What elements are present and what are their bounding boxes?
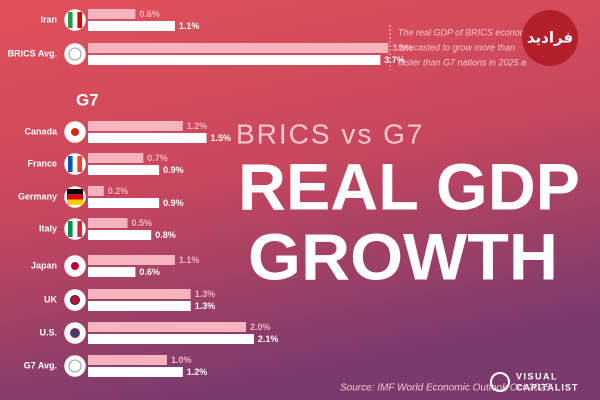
category-label: Canada [24, 126, 58, 136]
flag-mark [70, 328, 80, 338]
value-label: 0.9% [163, 198, 184, 208]
bar [88, 367, 183, 377]
flag-stripe [67, 199, 83, 205]
bar [88, 355, 167, 365]
group-heading: G7 [76, 90, 99, 109]
flag-stripe [77, 156, 83, 172]
value-label: 1.3% [195, 289, 216, 299]
note: The real GDP of BRICS economi forecasted… [398, 27, 530, 67]
bar [88, 230, 152, 240]
flag-stripe [67, 194, 83, 200]
value-label: 0.2% [108, 186, 129, 196]
flag-stripe [68, 12, 73, 28]
bar [88, 322, 246, 332]
bar [88, 9, 136, 19]
value-label: 0.9% [163, 165, 184, 175]
value-label: 0.6% [139, 267, 160, 277]
category-label: Japan [31, 260, 57, 270]
watermark: فرادید [527, 29, 573, 47]
bar [88, 289, 191, 299]
bar [88, 186, 104, 196]
flag-stripe [72, 156, 78, 172]
flag-stripe [68, 156, 73, 172]
value-label: 1.1% [179, 21, 200, 31]
flag-stripe [77, 12, 83, 28]
title-line: REAL GDP [238, 149, 580, 223]
flag-stripe [67, 189, 83, 195]
category-label: U.S. [39, 327, 57, 337]
bar [88, 334, 254, 344]
bar [88, 198, 160, 208]
bar [88, 267, 136, 277]
subtitle: BRICS vs G7 [236, 118, 424, 149]
brand: VISUAL [516, 371, 558, 381]
value-label: 1.0% [171, 355, 192, 365]
flag-stripe [72, 12, 78, 28]
category-label: BRICS Avg. [8, 48, 57, 58]
category-label: UK [44, 294, 57, 304]
value-label: 0.5% [132, 218, 153, 228]
note-line: faster than G7 nations in 2025 a [398, 57, 526, 67]
flag-mark [68, 359, 82, 373]
category-label: Italy [39, 223, 57, 233]
value-label: 1.5% [211, 133, 232, 143]
note-line: The real GDP of BRICS economi [398, 27, 530, 37]
bar [88, 133, 207, 143]
value-label: 3.8% [392, 43, 413, 53]
value-label: 0.8% [155, 230, 176, 240]
bar-chart: Iran 0.6% 1.1% BRICS Avg. 3.8% 3.7% Canada 1.2%… [8, 9, 413, 377]
bar [88, 153, 144, 163]
flag-mark [70, 261, 80, 271]
watermark-badge [522, 10, 578, 66]
bar [88, 255, 175, 265]
brand: CAPITALIST [516, 382, 578, 392]
bar [88, 165, 160, 175]
note-line: forecasted to grow more than [398, 42, 515, 52]
value-label: 1.1% [179, 255, 200, 265]
flag-mark [68, 47, 82, 61]
value-label: 3.7% [384, 55, 405, 65]
bar [88, 121, 183, 131]
bar [88, 43, 389, 53]
flag-stripe [77, 221, 83, 237]
category-label: Iran [40, 14, 57, 24]
category-label: France [27, 158, 57, 168]
flag [64, 43, 86, 65]
flag-mark [70, 127, 80, 137]
brand-logo [490, 372, 510, 392]
value-label: 0.6% [139, 9, 160, 19]
category-label: Germany [18, 191, 57, 201]
bar [88, 21, 175, 31]
flag [64, 355, 86, 377]
value-label: 0.7% [147, 153, 168, 163]
bar [88, 55, 381, 65]
category-label: G7 Avg. [24, 360, 57, 370]
flag-stripe [68, 221, 73, 237]
value-label: 1.2% [187, 121, 208, 131]
flag-mark [70, 295, 80, 305]
bar [88, 301, 191, 311]
source: Source: IMF World Economic Outlook Oct 2… [340, 383, 551, 394]
flag-stripe [72, 221, 78, 237]
bar [88, 218, 128, 228]
title-line: GROWTH [248, 219, 558, 293]
value-label: 2.0% [250, 322, 271, 332]
value-label: 1.2% [187, 367, 208, 377]
value-label: 1.3% [195, 301, 216, 311]
value-label: 2.1% [258, 334, 279, 344]
